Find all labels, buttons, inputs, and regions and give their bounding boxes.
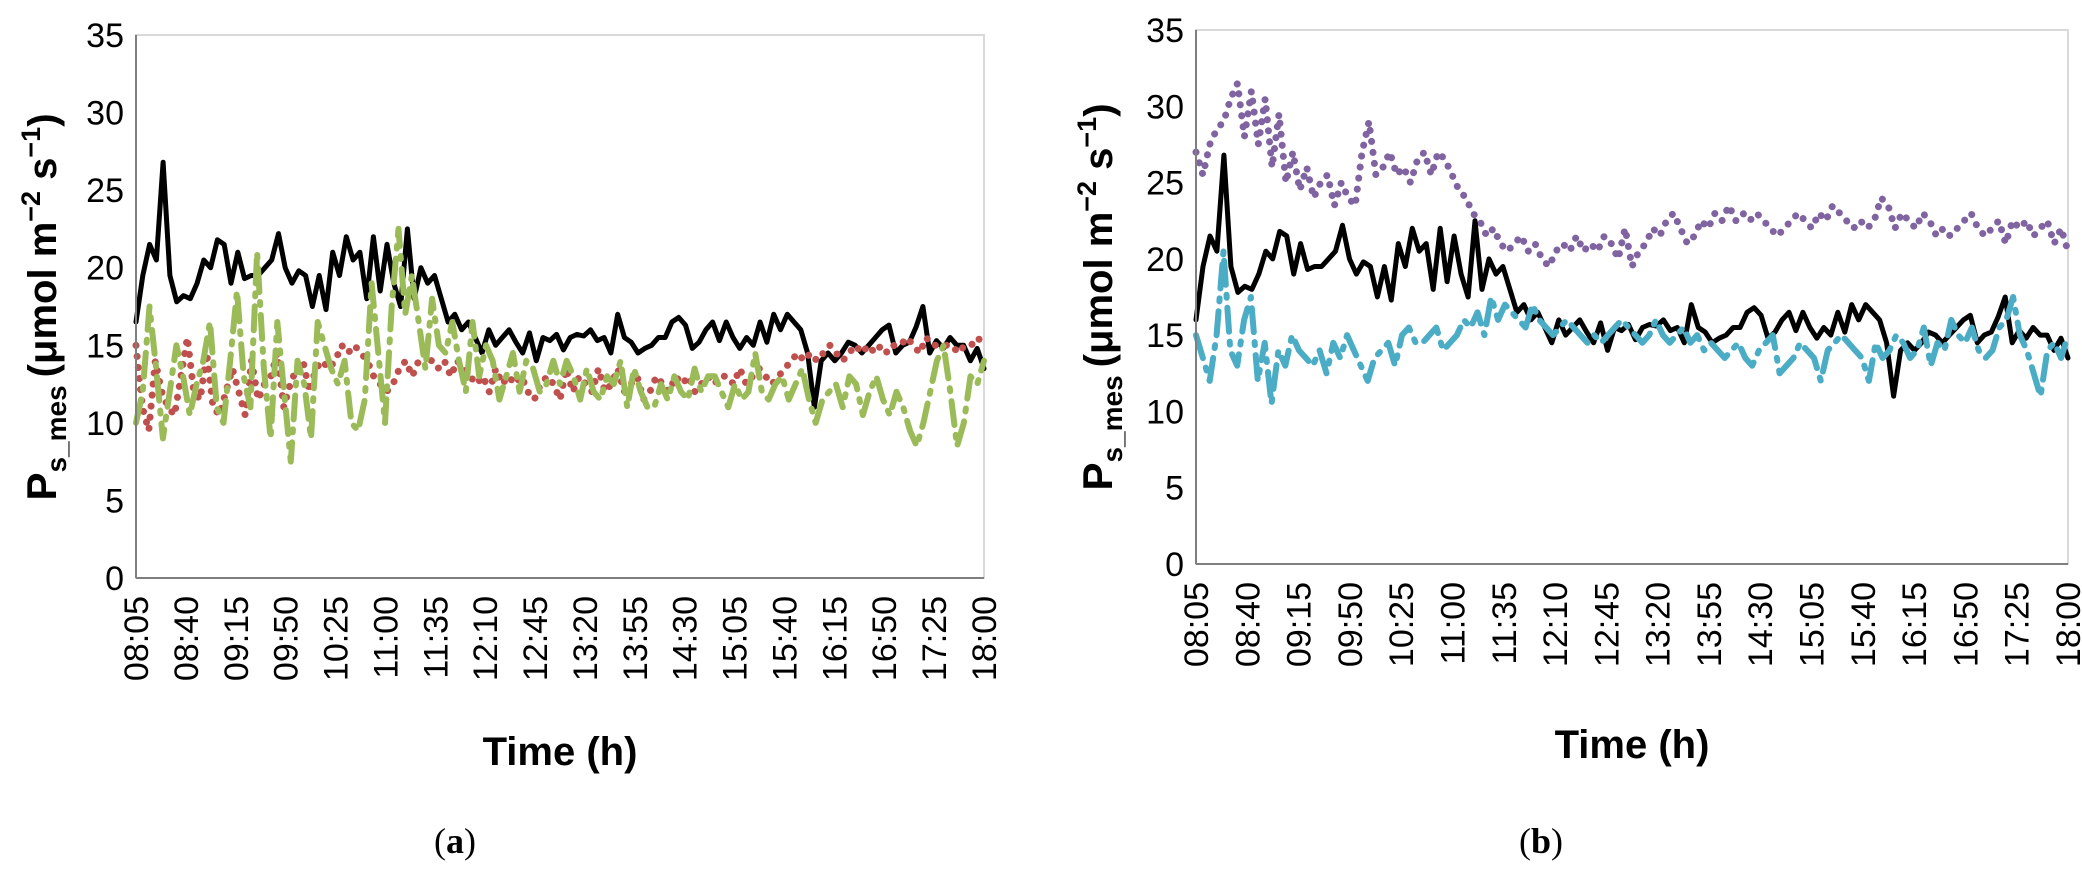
panel-b-xtick-label: 08:05 — [1178, 582, 1216, 667]
panel-a-ylabel-mid: s — [21, 158, 65, 191]
panel-b-xtick-label: 15:05 — [1794, 582, 1832, 667]
panel-b-label-letter: b — [1531, 821, 1551, 861]
panel-b-xtick-label: 11:35 — [1486, 582, 1524, 665]
panel-b-y-axis-title: Ps_mes (μmol m−2 s−1) — [1072, 103, 1128, 490]
panel-b-xtick-label: 12:45 — [1588, 582, 1626, 667]
panel-b-ytick-label: 10 — [1146, 393, 1184, 431]
panel-b-xtick-label: 18:00 — [2050, 582, 2082, 667]
panel-a-xtick-label: 16:15 — [816, 596, 854, 681]
panel-a-ytick-label: 25 — [86, 172, 124, 210]
panel-a-xtick-label: 17:25 — [916, 596, 954, 681]
panel-a-ytick-label: 35 — [86, 17, 124, 55]
panel-b-plot-frame — [1195, 29, 2069, 565]
panel-b-xtick-label: 09:50 — [1332, 582, 1370, 667]
panel-a-label-letter: a — [446, 821, 464, 861]
panel-a-ytick-label: 20 — [86, 250, 124, 288]
panel-a-xtick-label: 13:20 — [567, 596, 605, 681]
panel-b-ylabel-close: ) — [1077, 103, 1121, 116]
panel-a-ylabel-close: ) — [21, 113, 65, 126]
panel-b-xtick-label: 11:00 — [1434, 582, 1472, 665]
panel-a-ylabel-exp2: −1 — [16, 127, 46, 158]
panel-a-x-axis-title: Time (h) — [483, 730, 638, 774]
panel-b-ylabel-main: P — [1074, 463, 1121, 491]
panel-b-ylabel-exp1: −2 — [1072, 181, 1102, 212]
panel-b-ylabel-mid: s — [1077, 148, 1121, 181]
panel-b-ytick-label: 5 — [1165, 470, 1184, 508]
panel-b-x-axis-title: Time (h) — [1555, 723, 1710, 767]
panel-b-ytick-label: 25 — [1146, 165, 1184, 203]
panel-a-y-axis-title: Ps_mes (μmol m−2 s−1) — [16, 113, 72, 500]
panel-a-ylabel-main: P — [18, 473, 65, 501]
panel-a: 0 5 10 15 20 25 30 35 08:05 08:40 09:15 09:50 10:25… — [16, 17, 1004, 861]
panel-a-xtick-label: 12:45 — [517, 596, 555, 681]
panel-a-xtick-label: 09:50 — [268, 596, 306, 681]
panel-b-xtick-label: 08:40 — [1229, 582, 1267, 667]
panel-b-xtick-label: 17:25 — [1999, 582, 2037, 667]
panel-b-ytick-label: 20 — [1146, 241, 1184, 279]
panel-b-ytick-label: 15 — [1146, 317, 1184, 355]
panel-b-xtick-label: 16:15 — [1896, 582, 1934, 667]
panel-a-series-dash-dot-green — [133, 225, 987, 465]
panel-a-ytick-label: 15 — [86, 327, 124, 365]
panel-a-ytick-label: 30 — [86, 95, 124, 133]
panel-a-xtick-label: 11:00 — [367, 596, 405, 679]
panel-a-xtick-label: 15:40 — [766, 596, 804, 681]
panel-a-ylabel-exp1: −2 — [16, 191, 46, 222]
panel-a-xtick-label: 14:30 — [667, 596, 705, 681]
panel-a-ylabel-units: (μmol m — [21, 222, 65, 378]
panel-b-xtick-label: 14:30 — [1742, 582, 1780, 667]
panel-a-xtick-label: 09:15 — [218, 596, 256, 681]
panel-b-series-dash-dot-blue — [1193, 248, 2071, 407]
panel-a-xtick-label: 08:05 — [118, 596, 156, 681]
panel-b-ytick-label: 35 — [1146, 12, 1184, 50]
panel-a-xtick-label: 10:25 — [318, 596, 356, 681]
panel-b-xtick-label: 13:20 — [1640, 582, 1678, 667]
panel-b-ylabel-exp2: −1 — [1072, 117, 1102, 148]
panel-a-xtick-label: 13:55 — [617, 596, 655, 681]
panel-a-ytick-label: 10 — [86, 405, 124, 443]
panel-a-xtick-label: 15:05 — [717, 596, 755, 681]
panel-b-xtick-label: 13:55 — [1691, 582, 1729, 667]
panel-b-xtick-label: 09:15 — [1281, 582, 1319, 667]
panel-b: 0 5 10 15 20 25 30 35 08:05 08:40 09:15 09:50 10:25… — [1072, 12, 2082, 861]
panel-a-ytick-label: 5 — [105, 482, 124, 520]
panel-a-xtick-label: 12:10 — [467, 596, 505, 681]
panel-b-xtick-label: 12:10 — [1537, 582, 1575, 667]
panel-a-xtick-label: 16:50 — [866, 596, 904, 681]
panel-a-xtick-label: 18:00 — [966, 596, 1004, 681]
panel-a-plot-frame — [135, 34, 985, 579]
panel-a-ylabel-sub: s_mes — [41, 385, 72, 472]
panel-b-label: (b) — [1519, 821, 1563, 861]
panel-a-xtick-label: 08:40 — [168, 596, 206, 681]
panel-b-ylabel-units: (μmol m — [1077, 212, 1121, 368]
panel-a-series-measured — [133, 159, 987, 410]
panel-b-xtick-label: 10:25 — [1383, 582, 1421, 667]
panel-a-ytick-label: 0 — [105, 560, 124, 598]
panel-b-ylabel-sub: s_mes — [1097, 375, 1128, 462]
panel-b-ytick-label: 0 — [1165, 546, 1184, 584]
panel-b-xtick-label: 15:40 — [1845, 582, 1883, 667]
panel-a-label: (a) — [434, 821, 476, 861]
panel-b-xtick-label: 16:50 — [1947, 582, 1985, 667]
panel-b-ytick-label: 30 — [1146, 88, 1184, 126]
panel-b-series-dotted-purple — [1192, 79, 2072, 270]
panel-a-xtick-label: 11:35 — [417, 596, 455, 679]
